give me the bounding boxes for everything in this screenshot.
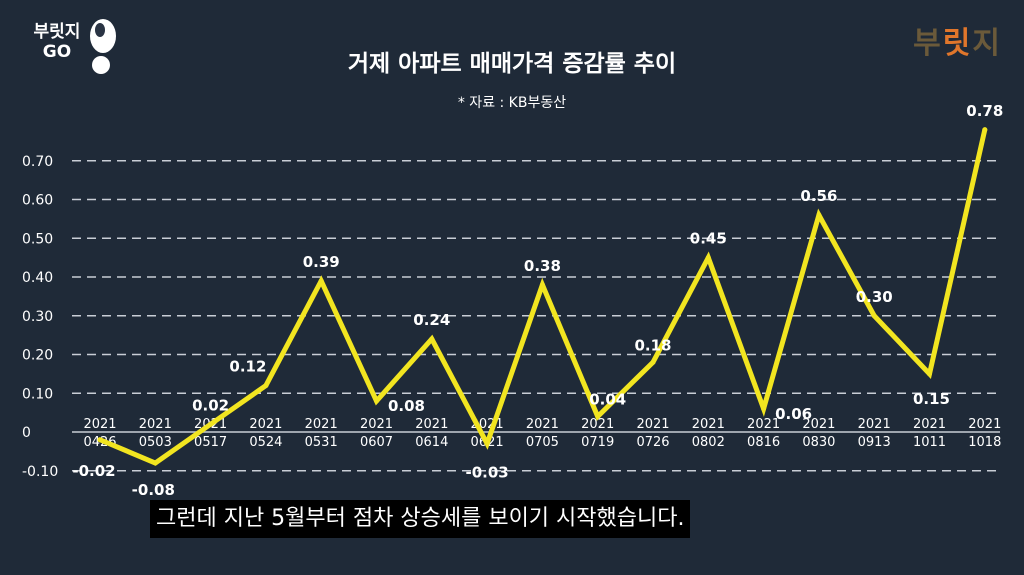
data-point [650, 359, 656, 365]
y-tick-label: -0.10 [22, 464, 58, 480]
x-tick-label: 2021 [968, 417, 1001, 432]
data-label: 0.02 [192, 396, 229, 414]
x-tick-label: 0705 [526, 435, 559, 450]
data-point [429, 336, 435, 342]
x-tick-label: 0426 [83, 435, 116, 450]
x-tick-label: 2021 [747, 417, 780, 432]
data-point [871, 313, 877, 319]
data-label: 0.12 [229, 358, 266, 376]
x-tick-label: 0830 [802, 435, 835, 450]
y-tick-label: 0.20 [22, 348, 53, 364]
data-label: 0.78 [966, 102, 1003, 120]
x-tick-label: 2021 [83, 417, 116, 432]
x-tick-label: 2021 [139, 417, 172, 432]
brand-line-1: 부릿지 [33, 22, 81, 42]
y-tick-label: 0.40 [22, 270, 53, 286]
brand-logo-right: 부릿지 [913, 18, 1002, 62]
data-point [208, 421, 214, 427]
data-point [484, 441, 490, 447]
x-tick-label: 0607 [360, 435, 393, 450]
data-label: 0.24 [413, 311, 450, 329]
y-tick-label: 0.10 [22, 386, 53, 402]
y-tick-label: 0.70 [22, 154, 53, 170]
chart-title: 거제 아파트 매매가격 증감률 추이 [347, 51, 677, 77]
y-tick-label: 0.50 [22, 231, 53, 247]
data-point [374, 398, 379, 404]
data-label: 0.38 [524, 257, 561, 275]
x-tick-label: 0816 [747, 435, 780, 450]
data-point [152, 460, 158, 466]
x-tick-label: 0913 [858, 435, 891, 450]
data-label: -0.02 [72, 462, 115, 480]
x-tick-label: 2021 [360, 417, 393, 432]
x-tick-label: 1018 [968, 435, 1001, 450]
brand-right-a: 부 [913, 26, 943, 61]
data-label: 0.56 [800, 187, 837, 205]
data-point [927, 371, 932, 377]
data-label: 0.15 [913, 390, 950, 408]
x-tick-label: 2021 [526, 417, 559, 432]
data-point [982, 127, 988, 133]
data-point [816, 212, 822, 218]
data-point [705, 255, 711, 261]
data-point [318, 278, 324, 284]
x-tick-label: 0524 [249, 435, 282, 450]
x-tick-label: 0517 [194, 435, 227, 450]
series-line [97, 127, 988, 466]
y-tick-label: 0.30 [22, 309, 53, 325]
x-tick-label: 0726 [636, 435, 669, 450]
x-tick-label: 0531 [305, 435, 338, 450]
brand-logo-left: 부릿지 GO [22, 19, 122, 77]
x-tick-label: 2021 [913, 417, 946, 432]
x-tick-label: 0719 [581, 435, 614, 450]
data-label: 0.08 [388, 397, 425, 415]
x-tick-label: 2021 [249, 417, 282, 432]
x-tick-label: 2021 [305, 417, 338, 432]
data-point [263, 383, 269, 388]
data-label: 0.30 [856, 288, 893, 306]
brand-line-2: GO [42, 42, 72, 62]
y-tick-label: 0 [22, 425, 31, 441]
brand-right-c: 지 [972, 26, 1002, 61]
data-label: 0.04 [589, 391, 626, 409]
data-point [97, 437, 103, 443]
data-point [761, 406, 767, 412]
x-tick-label: 0802 [692, 435, 725, 450]
data-point [539, 282, 545, 288]
x-tick-label: 2021 [692, 417, 725, 432]
data-label: -0.08 [132, 481, 175, 499]
data-label: -0.03 [465, 464, 508, 482]
brand-right-b: 릿 [942, 26, 973, 61]
x-tick-label: 2021 [415, 417, 448, 432]
data-label: 0.45 [690, 230, 727, 248]
data-label: 0.39 [303, 253, 340, 271]
data-point [595, 414, 601, 419]
brand-logo-text: 부릿지 GO [22, 22, 92, 62]
chart-source: * 자료 : KB부동산 [457, 95, 567, 111]
data-label: 0.06 [775, 405, 812, 423]
x-tick-label: 2021 [636, 417, 669, 432]
x-tick-label: 2021 [802, 417, 835, 432]
x-tick-label: 2021 [858, 417, 891, 432]
data-label: 0.18 [634, 336, 671, 354]
x-tick-label: 1011 [913, 435, 946, 450]
x-tick-label: 0614 [415, 435, 448, 450]
caption-subtitle: 그런데 지난 5월부터 점차 상승세를 보이기 시작했습니다. [150, 500, 691, 538]
footprint-icon [90, 19, 116, 74]
x-tick-label: 2021 [581, 417, 614, 432]
x-tick-label: 0503 [139, 435, 172, 450]
y-tick-label: 0.60 [22, 193, 53, 209]
